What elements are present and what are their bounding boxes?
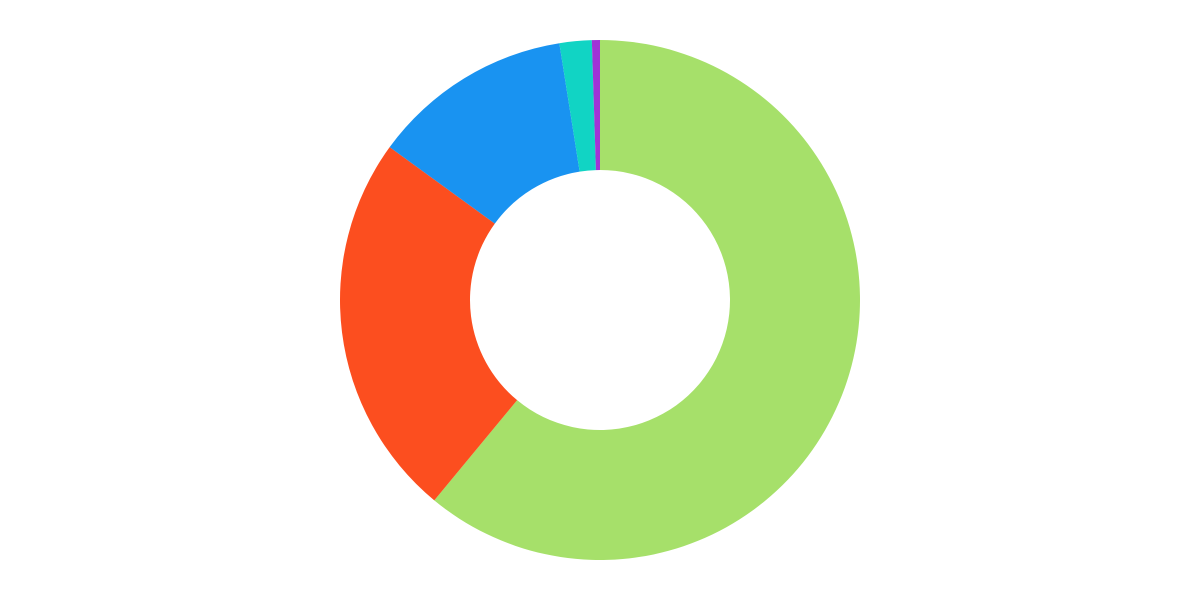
donut-chart (0, 0, 1200, 600)
donut-svg (0, 0, 1200, 600)
